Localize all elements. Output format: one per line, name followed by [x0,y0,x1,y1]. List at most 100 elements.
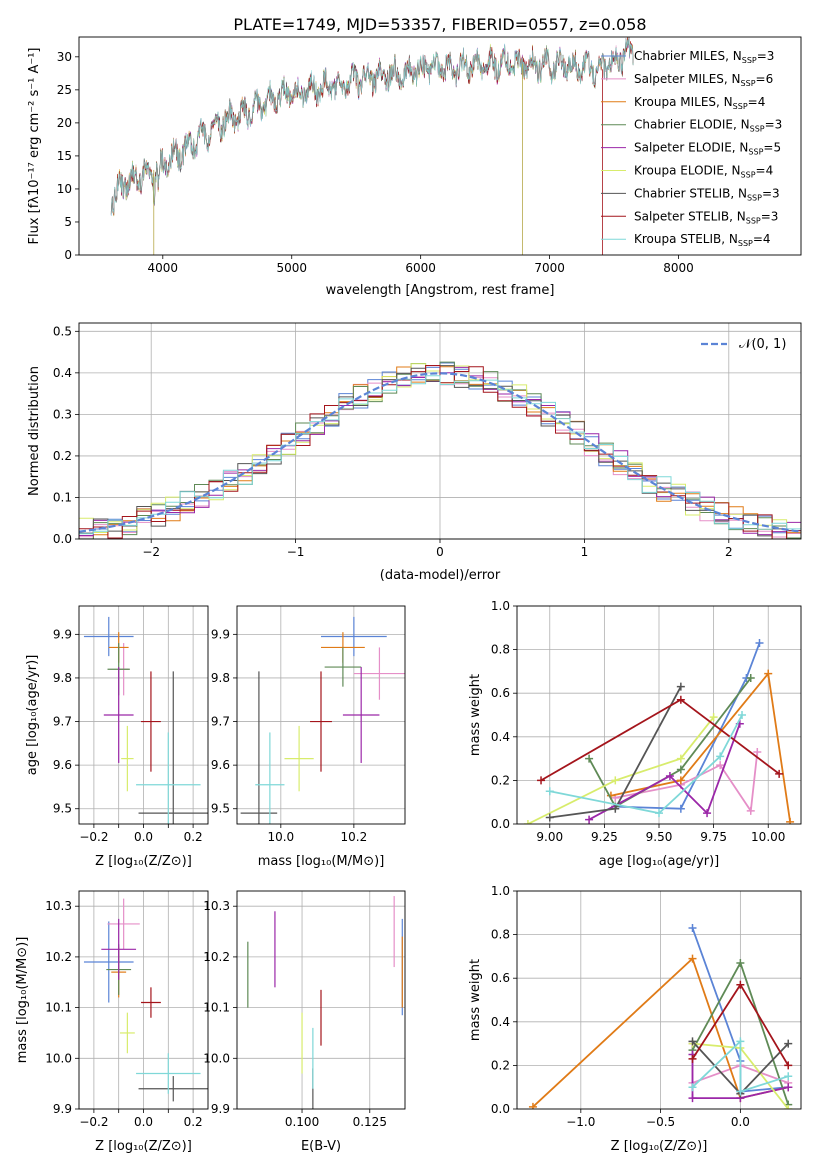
y-tick-label: 9.8 [53,671,72,685]
y-tick-label: 0.8 [491,643,510,657]
weight-marker-9 [716,752,725,761]
axes-frame [236,890,406,1110]
histogram-series-8 [79,365,801,539]
weight-marker-7 [676,682,685,691]
weight-marker-5 [784,1083,793,1092]
y-tick-label: 9.9 [211,1102,230,1116]
x-tick-label: 6000 [405,261,436,275]
x-axis-label: (data-model)/error [380,568,501,583]
x-axis-label: wavelength [Angstrom, rest frame] [326,283,555,298]
weight-series-5 [691,1054,789,1099]
x-tick-label: 9.50 [646,830,673,844]
weight-marker-8 [688,1054,697,1063]
weight-marker-3 [688,954,697,963]
weight-marker-2 [746,806,755,815]
y-tick-label: 10.1 [45,1001,72,1015]
legend-sub: SSP [746,216,761,225]
y-tick-label: 10.3 [45,899,72,913]
y-tick-label: 9.6 [211,758,230,772]
weight-marker-6 [523,820,532,824]
weight-series-9 [549,714,743,815]
x-tick-label: 10.2 [341,830,368,844]
axes-frame [516,605,802,825]
legend-name: Chabrier ELODIE, N [634,118,750,132]
weight-marker-3 [764,669,773,678]
legend-sub: SSP [738,239,753,248]
y-tick-label: 9.5 [53,802,72,816]
legend-name: Kroupa MILES, N [634,95,733,109]
weight-marker-4 [736,958,745,967]
legend-label-6: Kroupa ELODIE, NSSP=4 [634,164,773,180]
x-tick-label: 9.00 [536,830,563,844]
y-tick-label: 0.3 [53,407,72,421]
legend-sub: SSP [733,102,748,111]
y-tick-label: 9.7 [211,715,230,729]
x-axis-label: E(B-V) [301,1139,341,1154]
y-axis-label: mass weight [468,959,483,1041]
x-axis-label: Z [log₁₀(Z/Z⊙)] [95,1139,192,1154]
legend-name: Salpeter MILES, N [634,72,741,86]
x-tick-label: 5000 [276,261,307,275]
x-tick-label: −0.2 [79,830,108,844]
histogram-series [79,361,801,539]
y-tick-label: 0.2 [491,1058,510,1072]
weight-marker-6 [611,776,620,785]
weight-marker-7 [784,1039,793,1048]
x-tick-label: 0 [436,545,444,559]
weight-marker-6 [676,754,685,763]
legend-sub: SSP [741,171,756,180]
weight_vs_age-lines [523,639,795,824]
legend-sub: SSP [748,148,763,157]
legend-label-normal: 𝒩(0, 1) [739,337,786,352]
y-tick-label: 10.2 [203,950,230,964]
y-tick-label: 20 [57,116,72,130]
y-tick-label: 10.0 [203,1051,230,1065]
legend-suffix: =6 [756,72,774,86]
weight-marker-4 [746,673,755,682]
y-tick-label: 1.0 [491,884,510,898]
y-tick-label: 0.8 [491,928,510,942]
x-tick-label: 0.0 [731,1115,750,1129]
weight-marker-9 [736,1037,745,1046]
x-axis-label: Z [log₁₀(Z/Z⊙)] [95,854,192,869]
x-axis-label: Z [log₁₀(Z/Z⊙)] [611,1139,708,1154]
weight-marker-1 [676,804,685,813]
age_vs_Z-points [83,616,208,824]
weight-marker-8 [784,1061,793,1070]
weight-marker-5 [703,809,712,818]
y-tick-label: 10.0 [45,1051,72,1065]
axes-frame [78,605,209,825]
legend-suffix: =3 [761,209,779,223]
x-axis-label: mass [log₁₀(M/M⊙)] [258,854,385,869]
x-tick-label: 9.25 [591,830,618,844]
legend-suffix: =3 [765,118,783,132]
y-tick-label: 0.0 [491,1102,510,1116]
histogram-series-9 [79,375,801,539]
y-tick-label: 0.2 [53,449,72,463]
weight-series-6 [527,716,715,824]
weight-marker-7 [545,813,554,822]
spectrum-series-9 [110,37,634,216]
y-tick-label: 1.0 [491,599,510,613]
weight-marker-5 [688,1094,697,1103]
y-axis-label: Flux [fλ10⁻¹⁷ erg cm⁻² s⁻¹ A⁻¹] [27,48,42,245]
y-tick-label: 9.9 [53,1102,72,1116]
legend-name: Kroupa ELODIE, N [634,164,741,178]
weight-marker-9 [655,809,663,818]
x-tick-label: 1 [581,545,589,559]
y-tick-label: 9.9 [211,627,230,641]
weight-marker-3 [528,1102,537,1109]
y-tick-label: 10 [57,182,72,196]
y-axis-label: mass weight [468,674,483,756]
y-tick-label: 0.1 [53,490,72,504]
x-tick-label: 0.0 [134,1115,153,1129]
legend-suffix: =3 [762,186,780,200]
legend-label-9: Kroupa STELIB, NSSP=4 [634,232,771,248]
x-tick-label: 0.125 [353,1115,387,1129]
weight-marker-9 [736,1087,745,1096]
y-tick-label: 0.6 [491,686,510,700]
legend-label-2: Salpeter MILES, NSSP=6 [634,72,773,88]
normal-curve [79,372,801,533]
x-tick-label: −1.0 [566,1115,595,1129]
y-tick-label: 10.2 [45,950,72,964]
